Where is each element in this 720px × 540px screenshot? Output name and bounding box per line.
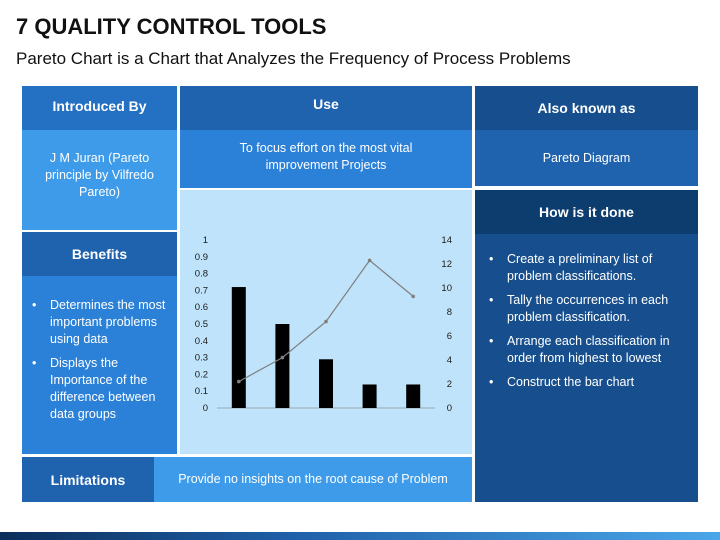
- cumulative-point: [411, 294, 415, 299]
- y-left-tick-label: 0.2: [195, 369, 208, 380]
- cumulative-point: [324, 319, 328, 324]
- page-title: 7 QUALITY CONTROL TOOLS: [16, 14, 327, 39]
- benefits-item: Determines the most important problems u…: [26, 297, 175, 348]
- y-left-tick-label: 0.4: [195, 336, 208, 347]
- pareto-chart-panel: 0 0.1 0.2 0.3 0.4 0.5 0.6 0.7 0.8 0.9 1 0 2 4 6 8 10 12 14: [180, 190, 472, 454]
- how-done-item: Tally the occurrences in each problem cl…: [483, 292, 695, 326]
- benefits-list: Determines the most important problems u…: [26, 297, 175, 430]
- cumulative-point: [280, 355, 285, 360]
- use-body: To focus effort on the most vital improv…: [180, 130, 472, 188]
- y-left-tick-label: 0.1: [195, 386, 208, 397]
- benefits-heading: Benefits: [71, 246, 128, 262]
- use-header: Use: [180, 86, 472, 130]
- pareto-bar: [231, 287, 246, 408]
- introduced-by-heading: Introduced By: [52, 98, 147, 114]
- limitations-heading: Limitations: [50, 471, 126, 488]
- y-left-tick-label: 0.5: [195, 319, 208, 330]
- how-done-header: How is it done: [475, 190, 698, 234]
- use-text: To focus effort on the most vital improv…: [239, 141, 413, 172]
- y-right-tick-label: 0: [447, 403, 452, 414]
- y-left-tick-label: 0.9: [195, 252, 208, 263]
- also-known-body: Pareto Diagram: [475, 130, 698, 186]
- introduced-by-text: J M Juran (Pareto principle by Vilfredo …: [45, 150, 154, 199]
- benefits-body: Determines the most important problems u…: [22, 276, 177, 454]
- limitations-body: Provide no insights on the root cause of…: [154, 457, 472, 502]
- how-done-heading: How is it done: [539, 204, 634, 220]
- pareto-bar: [362, 384, 377, 408]
- page-subtitle: Pareto Chart is a Chart that Analyzes th…: [16, 49, 571, 68]
- also-known-text: Pareto Diagram: [542, 150, 631, 165]
- footer-strip: [0, 532, 720, 540]
- y-right-tick-label: 2: [447, 379, 452, 390]
- y-right-tick-label: 12: [441, 259, 452, 270]
- limitations-text: Provide no insights on the root cause of…: [178, 472, 448, 486]
- use-heading: Use: [313, 96, 339, 112]
- how-done-list: Create a preliminary list of problem cla…: [483, 251, 695, 398]
- y-right-tick-label: 14: [441, 235, 452, 246]
- how-done-body: Create a preliminary list of problem cla…: [475, 234, 698, 502]
- cumulative-point: [237, 379, 241, 384]
- cumulative-point: [367, 258, 372, 263]
- introduced-by-header: Introduced By: [22, 86, 177, 130]
- also-known-header: Also known as: [475, 86, 698, 130]
- limitations-header: Limitations: [22, 457, 154, 502]
- y-right-tick-label: 4: [447, 355, 452, 366]
- how-done-item: Construct the bar chart: [483, 374, 695, 391]
- how-done-item: Arrange each classification in order fro…: [483, 333, 695, 367]
- y-right-tick-label: 8: [447, 307, 452, 318]
- introduced-by-body: J M Juran (Pareto principle by Vilfredo …: [22, 130, 177, 230]
- y-right-tick-label: 6: [447, 331, 452, 342]
- pareto-bar: [406, 384, 421, 408]
- y-left-tick-label: 1: [203, 235, 208, 246]
- y-left-tick-label: 0.3: [195, 353, 208, 364]
- y-left-tick-label: 0.6: [195, 302, 208, 313]
- pareto-bar: [275, 324, 290, 408]
- y-right-tick-label: 10: [441, 283, 452, 294]
- pareto-bar: [319, 359, 333, 408]
- benefits-item: Displays the Importance of the differenc…: [26, 355, 175, 423]
- how-done-item: Create a preliminary list of problem cla…: [483, 251, 695, 285]
- also-known-heading: Also known as: [537, 100, 636, 116]
- benefits-header: Benefits: [22, 232, 177, 276]
- y-left-tick-label: 0: [203, 403, 208, 414]
- y-left-tick-label: 0.7: [195, 285, 208, 296]
- y-left-tick-label: 0.8: [195, 269, 208, 280]
